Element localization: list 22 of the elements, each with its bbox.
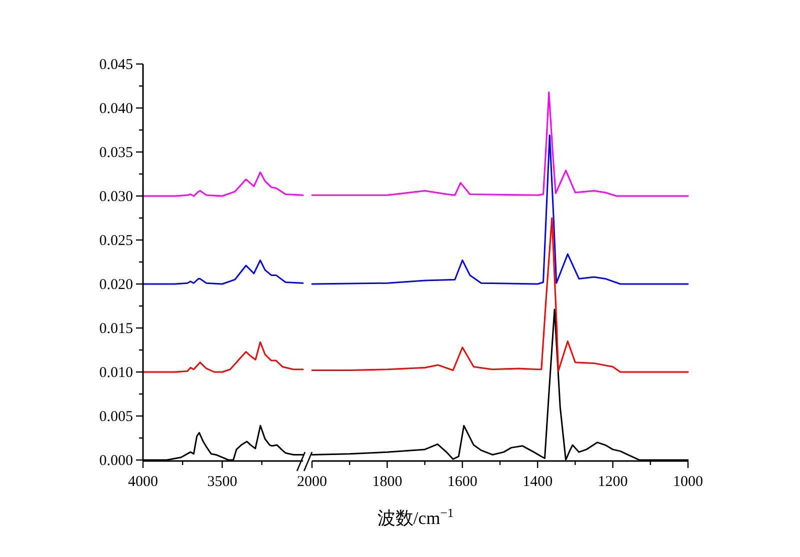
y-tick-label: 0.025 (99, 233, 133, 249)
y-tick-label: 0.035 (99, 145, 133, 161)
y-tick-label: 0.030 (99, 189, 133, 205)
line-series (142, 341, 304, 373)
x-tick-label: 2000 (297, 474, 327, 490)
y-tick-label: 0.000 (99, 453, 133, 469)
x-tick-label: 1000 (673, 474, 703, 490)
x-tick-label: 3500 (207, 474, 238, 490)
line-series (142, 171, 304, 197)
y-tick-label: 0.015 (99, 321, 133, 337)
x-tick-label: 1600 (447, 474, 478, 490)
x-axis-title: 波数/cm$^{−1}$ (377, 506, 454, 528)
y-tick-label: 0.010 (99, 365, 133, 381)
y-tick-label: 0.005 (99, 409, 133, 425)
x-tick-label: 1400 (522, 474, 553, 490)
y-tick-label: 0.020 (99, 277, 133, 293)
line-series (142, 259, 304, 285)
x-tick-label: 1200 (598, 474, 628, 490)
y-tick-label: 0.040 (99, 101, 133, 117)
x-tick-label: 1800 (372, 474, 402, 490)
x-tick-label: 4000 (128, 474, 158, 490)
y-tick-label: 0.045 (99, 57, 133, 73)
